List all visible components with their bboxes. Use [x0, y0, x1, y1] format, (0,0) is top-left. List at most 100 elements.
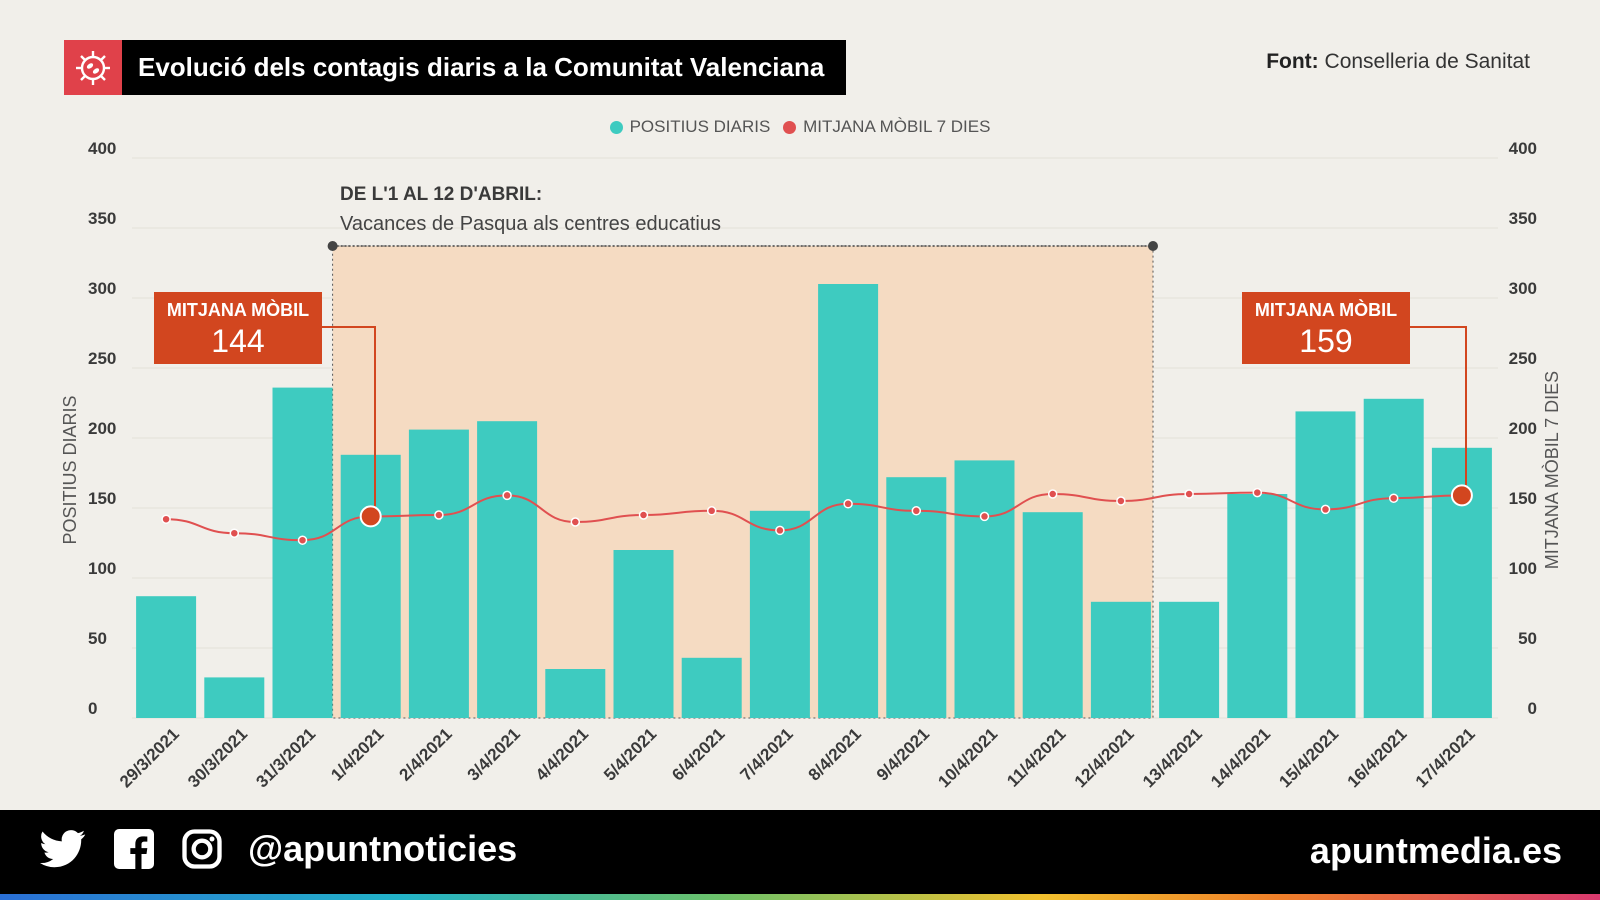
callout-label: MITJANA MÒBIL: [1255, 299, 1397, 320]
moving-average-point: [1320, 504, 1331, 515]
moving-average-point: [502, 490, 512, 501]
y-axis-left: 0 50 100 150 200 250 300 350 400: [88, 139, 116, 718]
x-tick-label: 4/4/2021: [532, 724, 592, 784]
moving-average-point: [570, 517, 581, 527]
website-link[interactable]: apuntmedia.es: [1309, 830, 1562, 871]
x-tick-label: 10/4/2021: [934, 724, 1001, 791]
y-tick-label-left: 250: [88, 349, 116, 368]
y-tick-label-right: 300: [1509, 279, 1537, 298]
moving-average-point: [229, 528, 240, 538]
highlight-bracket-start-dot: [327, 241, 338, 251]
twitter-icon[interactable]: [40, 829, 86, 869]
moving-average-point: [1116, 496, 1126, 506]
facebook-icon[interactable]: [114, 829, 154, 869]
y-tick-label-right: 50: [1518, 629, 1537, 648]
callout-leader-line: [1410, 326, 1467, 496]
bar-positius-diaris: [408, 429, 469, 718]
legend-swatch-line: [783, 120, 797, 134]
bar-positius-diaris: [1295, 411, 1356, 718]
instagram-icon[interactable]: [182, 829, 222, 869]
footer: @apuntnoticies apuntmedia.es: [0, 810, 1600, 894]
x-tick-label: 6/4/2021: [668, 724, 728, 784]
callout-leader-line: [322, 326, 376, 517]
chart-title: Evolució dels contagis diaris a la Comun…: [122, 40, 847, 95]
bar-positius-diaris: [1022, 512, 1083, 718]
moving-average-point: [161, 514, 171, 524]
bar-positius-diaris: [204, 677, 265, 718]
moving-average-point: [1388, 493, 1399, 503]
callout-label: MITJANA MÒBIL: [167, 299, 309, 320]
callout-marker: [1450, 484, 1473, 507]
moving-average-point: [638, 510, 649, 520]
y-tick-label-left: 0: [88, 699, 97, 718]
legend-label-bars: POSITIUS DIARIS: [629, 117, 771, 136]
bars-series: [136, 284, 1492, 718]
x-tick-label: 13/4/2021: [1139, 724, 1206, 791]
annotation-subtitle: Vacances de Pasqua als centres educatius: [340, 213, 721, 235]
x-tick-label: 15/4/2021: [1275, 724, 1342, 791]
y-tick-label-right: 200: [1509, 419, 1537, 438]
x-tick-label: 7/4/2021: [736, 724, 796, 784]
y-tick-label-left: 150: [88, 489, 116, 508]
bar-positius-diaris: [545, 669, 606, 718]
x-tick-label: 17/4/2021: [1412, 724, 1479, 791]
annotation-title: DE L'1 AL 12 D'ABRIL:: [340, 184, 542, 205]
callouts: MITJANA MÒBIL 144 MITJANA MÒBIL 159: [154, 292, 1473, 528]
y-axis-title-left: POSITIUS DIARIS: [60, 395, 80, 544]
y-tick-label-left: 400: [88, 139, 116, 158]
y-tick-label-left: 300: [88, 279, 116, 298]
y-tick-label-right: 250: [1509, 349, 1537, 368]
moving-average-point: [843, 499, 853, 509]
x-tick-label: 29/3/2021: [116, 724, 183, 791]
bar-positius-diaris: [477, 421, 538, 718]
y-tick-label-right: 350: [1509, 209, 1537, 228]
highlight-bracket-end-dot: [1148, 241, 1158, 251]
source-value: Conselleria de Sanitat: [1324, 50, 1530, 73]
easter-holiday-highlight: [332, 245, 1154, 719]
y-tick-label-left: 350: [88, 209, 116, 228]
y-tick-label-right: 150: [1509, 489, 1537, 508]
moving-average-point: [434, 510, 444, 520]
legend-swatch-bars: [609, 120, 623, 134]
bar-positius-diaris: [272, 387, 333, 718]
moving-average-point: [911, 506, 922, 516]
bar-positius-diaris: [681, 657, 742, 718]
bar-positius-diaris: [136, 596, 197, 718]
y-axis-right: 0 50 100 150 200 250 300 350 400: [1509, 139, 1537, 718]
source-note: Font: Conselleria de Sanitat: [1266, 50, 1530, 74]
y-axis-title-right: MITJANA MÒBIL 7 DIES: [1541, 371, 1562, 569]
bar-positius-diaris: [749, 510, 810, 718]
x-tick-label: 5/4/2021: [600, 724, 660, 784]
callout-value: 144: [211, 323, 264, 359]
footer-color-stripe: [0, 894, 1600, 900]
moving-average-point: [1252, 487, 1263, 498]
x-axis-labels: 29/3/2021 30/3/2021 31/3/2021 1/4/2021 2/4/2…: [116, 724, 1479, 791]
y-tick-label-left: 50: [88, 629, 107, 648]
y-tick-label-right: 0: [1528, 699, 1537, 718]
callout-value: 159: [1299, 323, 1352, 359]
x-tick-label: 3/4/2021: [464, 724, 524, 784]
callout-box: [154, 292, 322, 364]
chart-title-bar: Evolució dels contagis diaris a la Comun…: [64, 40, 847, 95]
legend-label-line: MITJANA MÒBIL 7 DIES: [803, 117, 991, 136]
x-tick-label: 8/4/2021: [805, 724, 865, 784]
moving-average-point: [706, 506, 717, 516]
source-label: Font:: [1266, 50, 1319, 73]
x-tick-label: 12/4/2021: [1071, 724, 1138, 791]
legend-item-bars: POSITIUS DIARIS: [609, 117, 771, 137]
y-tick-label-right: 100: [1509, 559, 1537, 578]
moving-average-point: [297, 535, 308, 545]
moving-average-point: [979, 511, 990, 522]
moving-average-point: [1184, 489, 1194, 499]
legend-item-line: MITJANA MÒBIL 7 DIES: [783, 117, 990, 137]
x-tick-label: 1/4/2021: [327, 724, 387, 784]
bar-positius-diaris: [613, 550, 674, 718]
y-tick-label-left: 200: [88, 419, 116, 438]
social-handle[interactable]: @apuntnoticies: [248, 828, 518, 869]
y-tick-label-right: 400: [1509, 139, 1537, 158]
bar-positius-diaris: [886, 477, 947, 718]
bar-positius-diaris: [1363, 398, 1424, 718]
callout-marker: [359, 505, 382, 528]
bar-positius-diaris: [1159, 601, 1220, 718]
x-tick-label: 14/4/2021: [1207, 724, 1274, 791]
